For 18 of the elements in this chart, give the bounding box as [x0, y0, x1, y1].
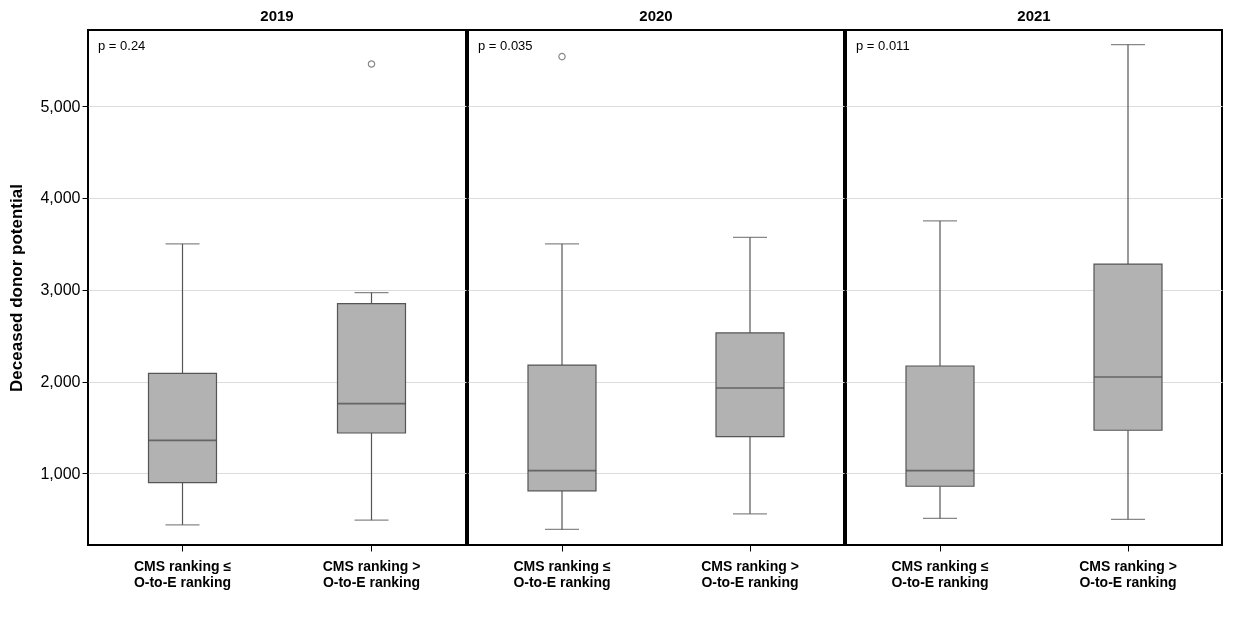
annotation: p = 0.011	[856, 38, 910, 53]
y-tick-label: 1,000	[40, 464, 81, 482]
x-tick-label: CMS ranking > O-to-E ranking	[701, 557, 799, 590]
x-tick-label: CMS ranking ≤ O-to-E ranking	[513, 557, 611, 590]
chart-title: 2020	[639, 7, 673, 24]
y-axis-title: Deceased donor potential	[7, 184, 27, 392]
chart-title: 2021	[1017, 7, 1051, 24]
annotation: p = 0.24	[98, 38, 146, 53]
x-tick-label: CMS ranking > O-to-E ranking	[1079, 557, 1177, 590]
y-tick-label: 2,000	[40, 373, 81, 391]
y-tick-label: 3,000	[40, 281, 81, 299]
annotation: p = 0.035	[478, 38, 533, 53]
chart-title: 2019	[260, 7, 294, 24]
x-tick-label: CMS ranking ≤ O-to-E ranking	[133, 557, 232, 590]
x-tick-label: CMS ranking > O-to-E ranking	[322, 557, 421, 590]
x-tick-label: CMS ranking ≤ O-to-E ranking	[891, 557, 989, 590]
y-tick-label: 5,000	[40, 97, 81, 115]
y-tick-label: 4,000	[40, 189, 81, 207]
